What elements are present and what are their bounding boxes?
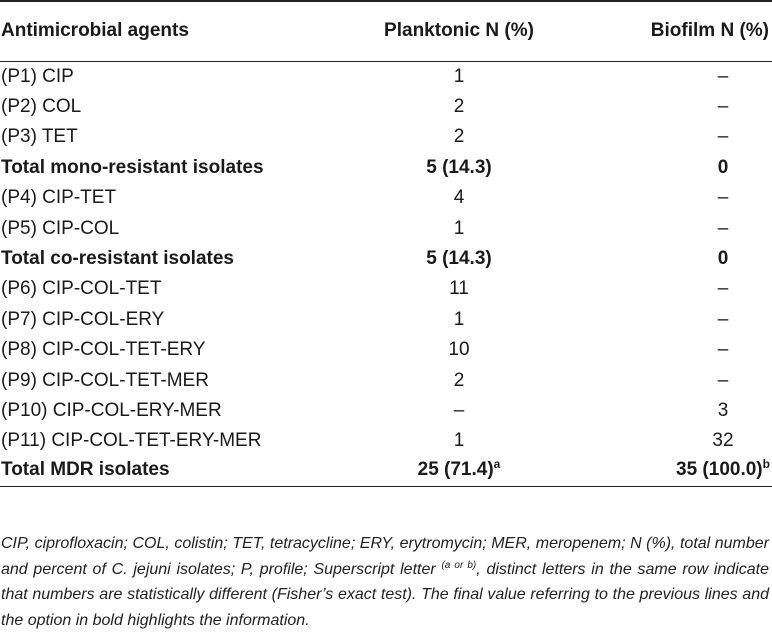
cell-biofilm-value: – xyxy=(717,217,729,239)
cell-planktonic: 10 xyxy=(330,335,588,365)
cell-antimicrobial-agent: (P5) CIP-COL xyxy=(1,217,120,239)
table-row: (P8) CIP-COL-TET-ERY 10 – xyxy=(0,335,772,365)
cell-biofilm: – xyxy=(588,304,772,334)
cell-planktonic: 1 xyxy=(330,426,588,456)
footnote-text-part2: , distinct letters in the same row indic… xyxy=(1,560,770,629)
cell-planktonic: 1 xyxy=(330,61,588,91)
cell-antimicrobial-agent: (P9) CIP-COL-TET-MER xyxy=(1,369,209,391)
cell-planktonic-value: 1 xyxy=(453,430,465,452)
cell-planktonic: 2 xyxy=(330,122,588,152)
cell-planktonic-value: 11 xyxy=(449,278,469,300)
cell-planktonic-value: 2 xyxy=(453,96,465,118)
table-row: (P1) CIP 1 – xyxy=(0,61,772,91)
cell-biofilm: – xyxy=(588,365,772,395)
biofilm-superscript: b xyxy=(762,456,770,471)
cell-planktonic-value: 4 xyxy=(453,187,465,209)
antimicrobial-resistance-table: Antimicrobial agents Planktonic N (%) Bi… xyxy=(0,0,772,487)
cell-planktonic-value: 1 xyxy=(453,308,465,330)
cell-planktonic: 1 xyxy=(330,213,588,243)
cell-biofilm: 0 xyxy=(588,152,772,182)
cell-antimicrobial-agent: Total co-resistant isolates xyxy=(1,248,234,270)
cell-planktonic: 4 xyxy=(330,183,588,213)
cell-biofilm-value: – xyxy=(717,308,729,330)
cell-antimicrobial-agent: (P10) CIP-COL-ERY-MER xyxy=(1,399,222,421)
cell-antimicrobial-agent: (P3) TET xyxy=(1,126,78,148)
cell-biofilm: 32 xyxy=(588,426,772,456)
cell-planktonic-value: 1 xyxy=(453,65,465,87)
table-row-total: Total co-resistant isolates 5 (14.3) 0 xyxy=(0,243,772,273)
cell-antimicrobial-agent: (P6) CIP-COL-TET xyxy=(1,278,162,300)
cell-planktonic: 2 xyxy=(330,91,588,121)
cell-planktonic-value: 5 (14.3) xyxy=(426,248,492,270)
cell-biofilm-value: – xyxy=(717,96,729,118)
cell-antimicrobial-agent: (P8) CIP-COL-TET-ERY xyxy=(1,339,206,361)
cell-planktonic: 2 xyxy=(330,365,588,395)
header-planktonic: Planktonic N (%) xyxy=(330,0,588,62)
cell-antimicrobial-agent: (P7) CIP-COL-ERY xyxy=(1,308,165,330)
cell-antimicrobial-agent: (P4) CIP-TET xyxy=(1,187,117,209)
cell-antimicrobial-agent: Total mono-resistant isolates xyxy=(1,156,264,178)
cell-planktonic-value: – xyxy=(453,399,465,421)
cell-biofilm-value: – xyxy=(717,187,729,209)
cell-planktonic: – xyxy=(330,395,588,425)
cell-biofilm: 0 xyxy=(588,243,772,273)
cell-antimicrobial-agent: (P11) CIP-COL-TET-ERY-MER xyxy=(1,430,262,452)
planktonic-superscript: a xyxy=(493,456,501,471)
results-table-container: Antimicrobial agents Planktonic N (%) Bi… xyxy=(0,0,772,487)
cell-biofilm: – xyxy=(588,91,772,121)
footnote-superscript: (a or b) xyxy=(441,559,477,571)
cell-biofilm: 3 xyxy=(588,395,772,425)
table-row: (P9) CIP-COL-TET-MER 2 – xyxy=(0,365,772,395)
cell-biofilm-value: – xyxy=(717,278,729,300)
header-antimicrobial-agents: Antimicrobial agents xyxy=(0,0,330,62)
table-body: (P1) CIP 1 – (P2) COL 2 – (P3) TET 2 – Total mono… xyxy=(0,61,772,487)
cell-planktonic-value: 2 xyxy=(453,126,465,148)
cell-biofilm-value: 0 xyxy=(717,248,729,270)
cell-planktonic: 5 (14.3) xyxy=(330,152,588,182)
cell-planktonic-value: 5 (14.3) xyxy=(426,156,492,178)
cell-biofilm-value: – xyxy=(717,65,729,87)
cell-planktonic: 11 xyxy=(330,274,588,304)
header-row: Antimicrobial agents Planktonic N (%) Bi… xyxy=(0,0,772,62)
cell-biofilm: – xyxy=(588,335,772,365)
cell-antimicrobial-agent: Total MDR isolates xyxy=(0,456,330,487)
table-row-total: Total mono-resistant isolates 5 (14.3) 0 xyxy=(0,152,772,182)
footnote-text-part1: CIP, ciprofloxacin; COL, colistin; TET, … xyxy=(1,535,769,578)
cell-biofilm: 35 (100.0)b xyxy=(588,456,772,487)
cell-biofilm: – xyxy=(588,61,772,91)
cell-planktonic: 5 (14.3) xyxy=(330,243,588,273)
table-row: (P4) CIP-TET 4 – xyxy=(0,183,772,213)
cell-biofilm-value: 32 xyxy=(712,430,734,452)
cell-biofilm: – xyxy=(588,122,772,152)
table-row: (P11) CIP-COL-TET-ERY-MER 1 32 xyxy=(0,426,772,456)
cell-biofilm: – xyxy=(588,213,772,243)
cell-biofilm-value: 3 xyxy=(717,399,729,421)
table-row: (P3) TET 2 – xyxy=(0,122,772,152)
cell-biofilm-value: – xyxy=(717,126,729,148)
cell-biofilm: – xyxy=(588,274,772,304)
table-row-total: Total MDR isolates 25 (71.4)a 35 (100.0)b xyxy=(0,456,772,487)
cell-biofilm-value: 35 (100.0) xyxy=(676,458,763,480)
cell-antimicrobial-agent: (P1) CIP xyxy=(1,65,74,87)
cell-planktonic: 1 xyxy=(330,304,588,334)
header-biofilm: Biofilm N (%) xyxy=(588,0,772,62)
cell-planktonic: 25 (71.4)a xyxy=(330,456,588,487)
cell-biofilm-value: – xyxy=(717,369,729,391)
cell-planktonic-value: 25 (71.4) xyxy=(417,458,494,480)
cell-biofilm: – xyxy=(588,183,772,213)
table-row: (P5) CIP-COL 1 – xyxy=(0,213,772,243)
cell-planktonic-value: 1 xyxy=(453,217,465,239)
cell-planktonic-value: 10 xyxy=(448,339,470,361)
cell-biofilm-value: 0 xyxy=(717,156,729,178)
table-footnote: CIP, ciprofloxacin; COL, colistin; TET, … xyxy=(1,531,769,633)
cell-antimicrobial-agent: (P2) COL xyxy=(1,96,82,118)
table-row: (P6) CIP-COL-TET 11 – xyxy=(0,274,772,304)
table-row: (P7) CIP-COL-ERY 1 – xyxy=(0,304,772,334)
cell-planktonic-value: 2 xyxy=(453,369,465,391)
table-row: (P10) CIP-COL-ERY-MER – 3 xyxy=(0,395,772,425)
table-header: Antimicrobial agents Planktonic N (%) Bi… xyxy=(0,0,772,62)
cell-biofilm-value: – xyxy=(717,339,729,361)
table-row: (P2) COL 2 – xyxy=(0,91,772,121)
